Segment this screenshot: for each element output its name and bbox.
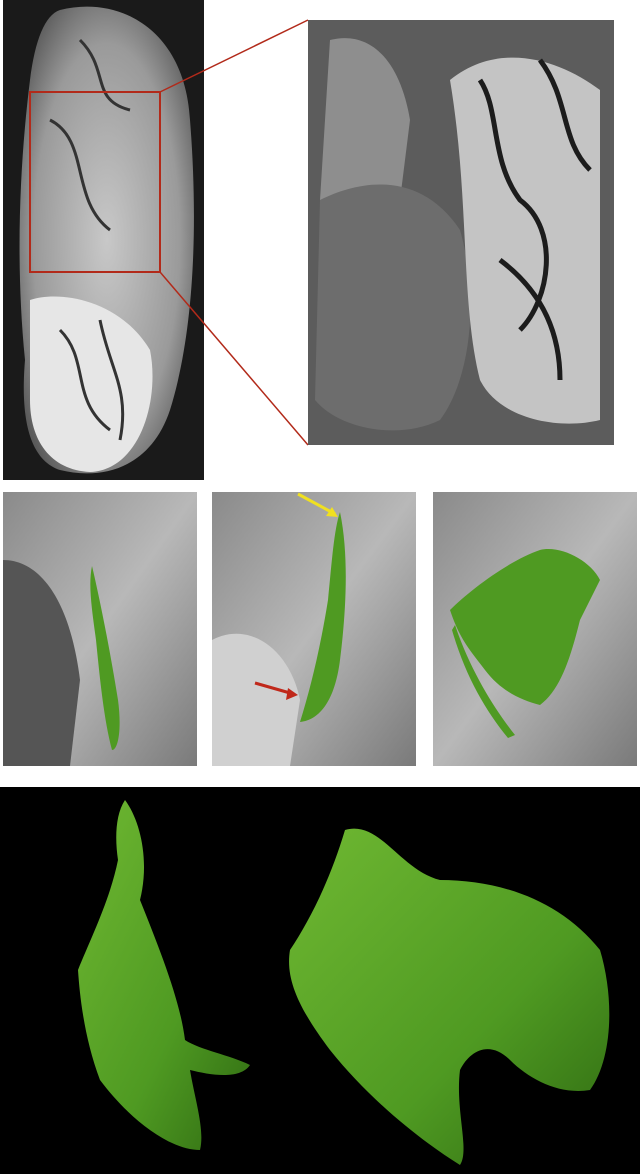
white-matter [212,633,300,766]
sulci [49,38,131,441]
arrow-head [326,507,338,517]
segmentation-panel [3,492,197,766]
arrow-head [286,688,298,700]
basal-ganglia [3,560,80,766]
zoom-line [159,271,309,446]
segmentation-panel [433,492,637,766]
segmentation-panel [212,492,416,766]
claustrum-segmentation [452,625,515,738]
zoom-line [159,19,309,93]
render-panel [0,787,640,1174]
claustrum-segmentation [300,512,346,722]
basal-ganglia [315,184,471,431]
zoom-box [29,91,161,273]
claustrum-3d-lateral [78,800,250,1150]
sulci [477,58,592,381]
arrow [297,492,336,516]
zoom-panel [308,20,614,445]
overview-panel [3,0,204,480]
arrow [254,681,291,695]
claustrum-segmentation [450,549,600,705]
claustrum-segmentation [90,566,120,750]
white-matter [450,57,600,424]
claustrum-3d-medial [289,828,610,1165]
